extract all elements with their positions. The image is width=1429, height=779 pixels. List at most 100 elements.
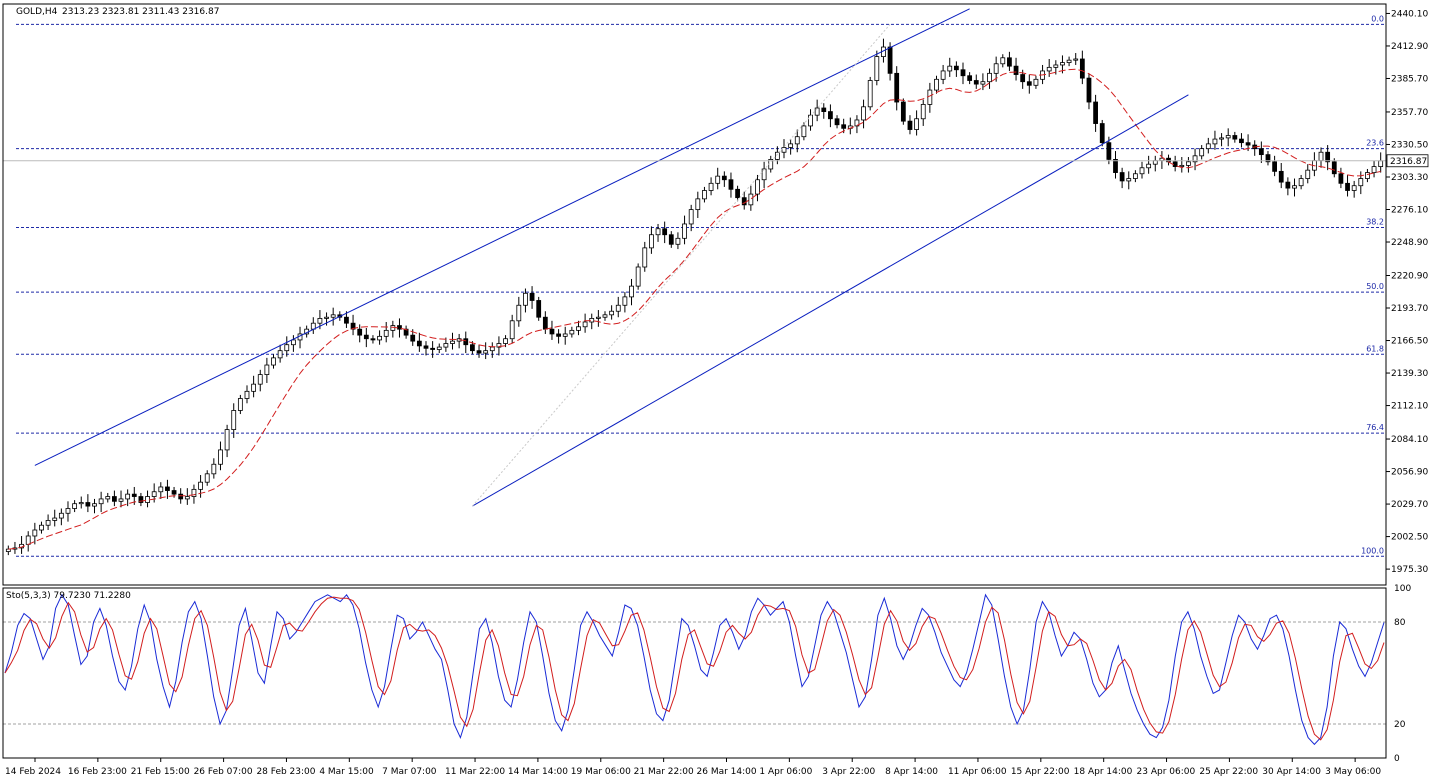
candle-body: [39, 524, 44, 531]
candle-body: [814, 107, 820, 116]
time-tick-label: 26 Feb 07:00: [194, 767, 253, 777]
fib-trend-line: [472, 23, 891, 507]
candle-body: [1258, 148, 1264, 156]
candle-body: [344, 316, 349, 324]
stochastic-main-line: [4, 593, 1385, 746]
candle-body: [383, 329, 389, 337]
candle-body: [980, 81, 986, 85]
price-tick-label: 2220.90: [1391, 271, 1428, 281]
candle-body: [1186, 161, 1191, 166]
candle-body: [92, 503, 97, 507]
candle-body: [556, 333, 561, 337]
candle-body: [363, 334, 369, 340]
candle-body: [1212, 138, 1218, 145]
time-tick-label: 11 Mar 22:00: [445, 767, 505, 777]
candle-body: [1378, 160, 1384, 167]
candle-body: [165, 486, 170, 491]
candle-body: [900, 101, 906, 122]
candle-body: [536, 300, 542, 318]
price-tick-label: 2084.10: [1391, 435, 1428, 445]
candle-body: [1106, 142, 1112, 160]
fib-level-label: 100.0: [1361, 546, 1384, 555]
candle-body: [927, 89, 933, 105]
candle-body: [642, 247, 648, 268]
time-tick-label: 1 Apr 06:00: [759, 767, 812, 777]
candle-body: [277, 350, 283, 359]
candle-body: [324, 316, 329, 319]
candle-body: [1179, 164, 1185, 167]
channel-lower-line: [472, 94, 1189, 507]
candle-body: [72, 503, 78, 509]
candle-body: [430, 347, 436, 350]
candle-body: [218, 449, 223, 465]
candle-body: [32, 529, 38, 537]
candle-body: [1358, 178, 1364, 187]
time-tick-label: 30 Apr 14:00: [1262, 767, 1321, 777]
candle-body: [761, 168, 767, 181]
candle-body: [668, 234, 674, 245]
candle-body: [728, 179, 734, 190]
candle-body: [609, 310, 615, 316]
candle-body: [271, 357, 276, 366]
candle-body: [52, 517, 58, 521]
candle-body: [920, 104, 926, 120]
candle-body: [224, 429, 230, 451]
candle-body: [801, 125, 807, 138]
candle-body: [1225, 135, 1231, 139]
candle-body: [350, 322, 356, 330]
price-tick-label: 2139.30: [1391, 369, 1428, 379]
candle-body: [171, 490, 177, 495]
time-tick-label: 16 Feb 23:00: [68, 767, 127, 777]
candle-body: [688, 209, 694, 225]
candle-body: [821, 107, 827, 112]
candle-body: [390, 325, 396, 331]
time-tick-label: 23 Apr 06:00: [1137, 767, 1196, 777]
candle-body: [1093, 101, 1098, 124]
candle-body: [629, 285, 634, 298]
candle-body: [947, 65, 953, 72]
price-tick-label: 2276.10: [1391, 206, 1428, 216]
candle-body: [708, 182, 714, 191]
candle-body: [1205, 143, 1211, 150]
time-tick-label: 28 Feb 23:00: [256, 767, 315, 777]
candle-body: [5, 548, 11, 552]
candle-body: [516, 304, 522, 322]
candle-body: [357, 328, 363, 336]
candle-body: [1338, 173, 1344, 184]
time-tick-label: 21 Feb 15:00: [131, 767, 190, 777]
candle-body: [1046, 66, 1052, 72]
candle-body: [649, 234, 654, 249]
candle-body: [582, 321, 588, 328]
candle-body: [1219, 137, 1224, 140]
candle-body: [1060, 62, 1065, 66]
candle-body: [489, 346, 495, 352]
candle-body: [1126, 178, 1132, 182]
time-tick-label: 19 Mar 06:00: [571, 767, 631, 777]
price-tick-label: 2193.70: [1391, 304, 1428, 314]
candle-body: [1318, 151, 1324, 162]
candle-body: [682, 223, 687, 239]
price-tick-label: 2056.90: [1391, 468, 1428, 478]
candle-body: [251, 383, 257, 392]
candle-body: [85, 502, 91, 507]
candle-body: [118, 498, 124, 502]
candle-body: [436, 346, 442, 350]
price-tick-label: 2166.50: [1391, 337, 1428, 347]
fib-level-label: 0.0: [1371, 14, 1384, 23]
stochastic-signal-line: [4, 596, 1385, 741]
candle-body: [907, 120, 913, 130]
stochastic-panel-border: [2, 587, 1387, 759]
candle-body: [1086, 77, 1092, 103]
candle-body: [1146, 163, 1152, 169]
candle-body: [523, 292, 528, 306]
candle-body: [131, 493, 137, 497]
candle-body: [549, 328, 555, 335]
price-tick-label: 2357.70: [1391, 108, 1428, 118]
candle-body: [967, 75, 973, 81]
candle-body: [973, 80, 979, 85]
candle-body: [569, 329, 575, 335]
fib-level-label: 76.4: [1366, 423, 1384, 432]
stochastic-tick-label: 100: [1394, 584, 1411, 594]
candle-body: [1331, 161, 1337, 175]
candle-body: [483, 350, 489, 354]
